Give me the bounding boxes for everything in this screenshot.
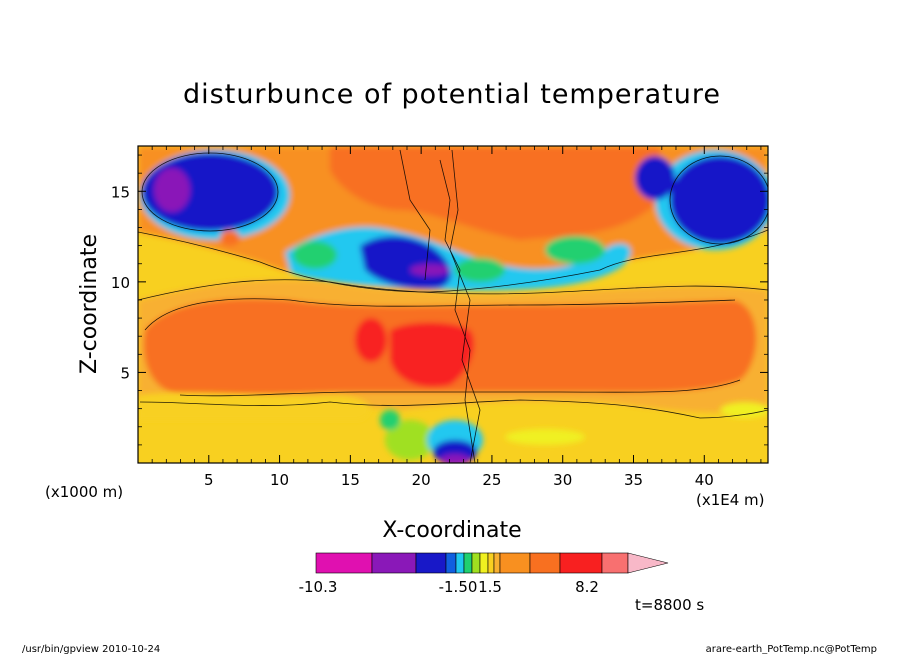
x-axis: 5 10 15 20 25 30 35 40 (151, 146, 762, 489)
colorbar-arrow (627, 552, 669, 574)
colorbar-swatch (493, 552, 501, 574)
colorbar-labels: -10.3 -1.50 1.5 8.2 (299, 578, 599, 596)
colorbar-swatch (415, 552, 447, 574)
colorbar-label: -10.3 (299, 578, 338, 596)
colorbar-swatch (487, 552, 495, 574)
x-unit-note: (x1E4 m) (696, 491, 765, 509)
colorbar-swatch (445, 552, 457, 574)
colorbar-label: -1.50 (439, 578, 478, 596)
colorbar-label: 1.5 (478, 578, 502, 596)
x-tick-label: 5 (204, 471, 214, 489)
x-tick-label: 25 (482, 471, 501, 489)
colorbar (315, 552, 669, 574)
colorbar-swatch (499, 552, 531, 574)
colorbar-swatch (463, 552, 473, 574)
x-tick-label: 35 (624, 471, 643, 489)
colorbar-swatch (471, 552, 481, 574)
colorbar-swatch (315, 552, 373, 574)
y-tick-label: 10 (111, 274, 130, 292)
footer-left: /usr/bin/gpview 2010-10-24 (22, 644, 160, 654)
contour-field (138, 146, 768, 463)
colorbar-swatch (455, 552, 465, 574)
chart-title: disturbunce of potential temperature (183, 79, 721, 110)
plot-frame (137, 145, 769, 464)
x-tick-label: 40 (695, 471, 714, 489)
y-tick-label: 15 (111, 183, 130, 201)
y-unit-note: (x1000 m) (45, 483, 123, 501)
colorbar-swatch (559, 552, 603, 574)
colorbar-swatch (529, 552, 561, 574)
colorbar-label: 8.2 (575, 578, 599, 596)
colorbar-swatch (371, 552, 417, 574)
x-tick-label: 30 (553, 471, 572, 489)
time-label: t=8800 s (635, 596, 704, 614)
y-axis: 5 10 15 (111, 154, 768, 446)
x-axis-label: X-coordinate (382, 518, 521, 543)
x-tick-label: 15 (341, 471, 360, 489)
y-axis-label: Z-coordinate (77, 234, 102, 374)
footer-right: arare-earth_PotTemp.nc@PotTemp (706, 644, 877, 654)
x-tick-label: 10 (270, 471, 289, 489)
colorbar-swatch (601, 552, 629, 574)
x-tick-label: 20 (412, 471, 431, 489)
colorbar-swatch (479, 552, 489, 574)
y-tick-label: 5 (120, 364, 130, 382)
